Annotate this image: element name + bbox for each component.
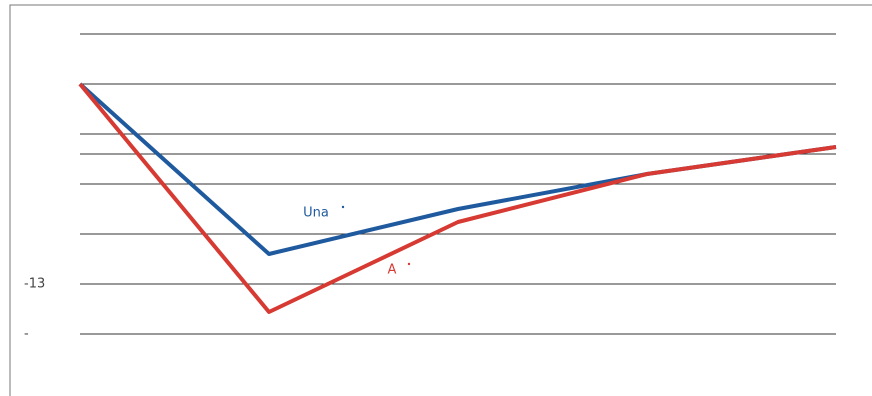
y-tick-label: - — [24, 327, 29, 342]
line — [78, 82, 837, 314]
frame — [9, 4, 872, 396]
label-dot — [341, 205, 345, 209]
series-label: Una — [303, 206, 329, 221]
label-dot — [407, 262, 411, 266]
series-label: A — [388, 263, 397, 278]
y-tick-label: -13 — [24, 277, 45, 292]
